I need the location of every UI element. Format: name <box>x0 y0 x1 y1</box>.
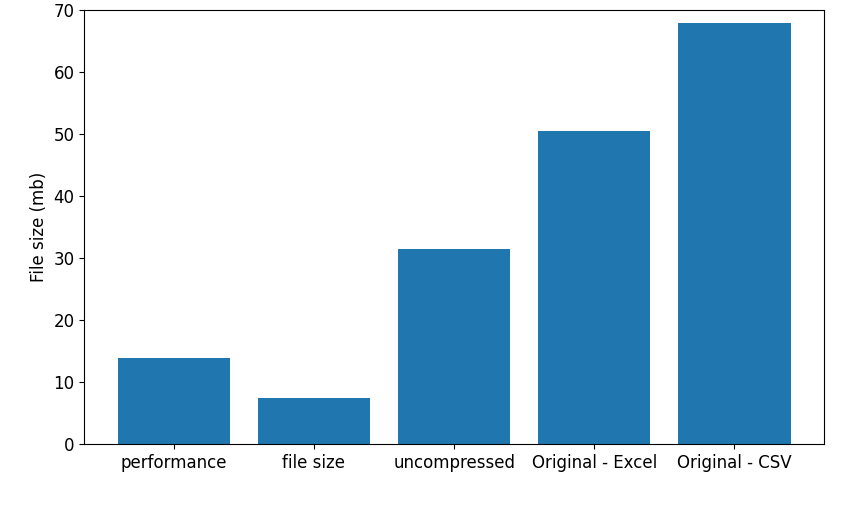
Bar <box>538 131 650 444</box>
Bar <box>258 398 370 444</box>
Bar <box>118 358 230 444</box>
Bar <box>679 23 791 444</box>
Y-axis label: File size (mb): File size (mb) <box>29 172 48 282</box>
Bar <box>398 249 510 444</box>
